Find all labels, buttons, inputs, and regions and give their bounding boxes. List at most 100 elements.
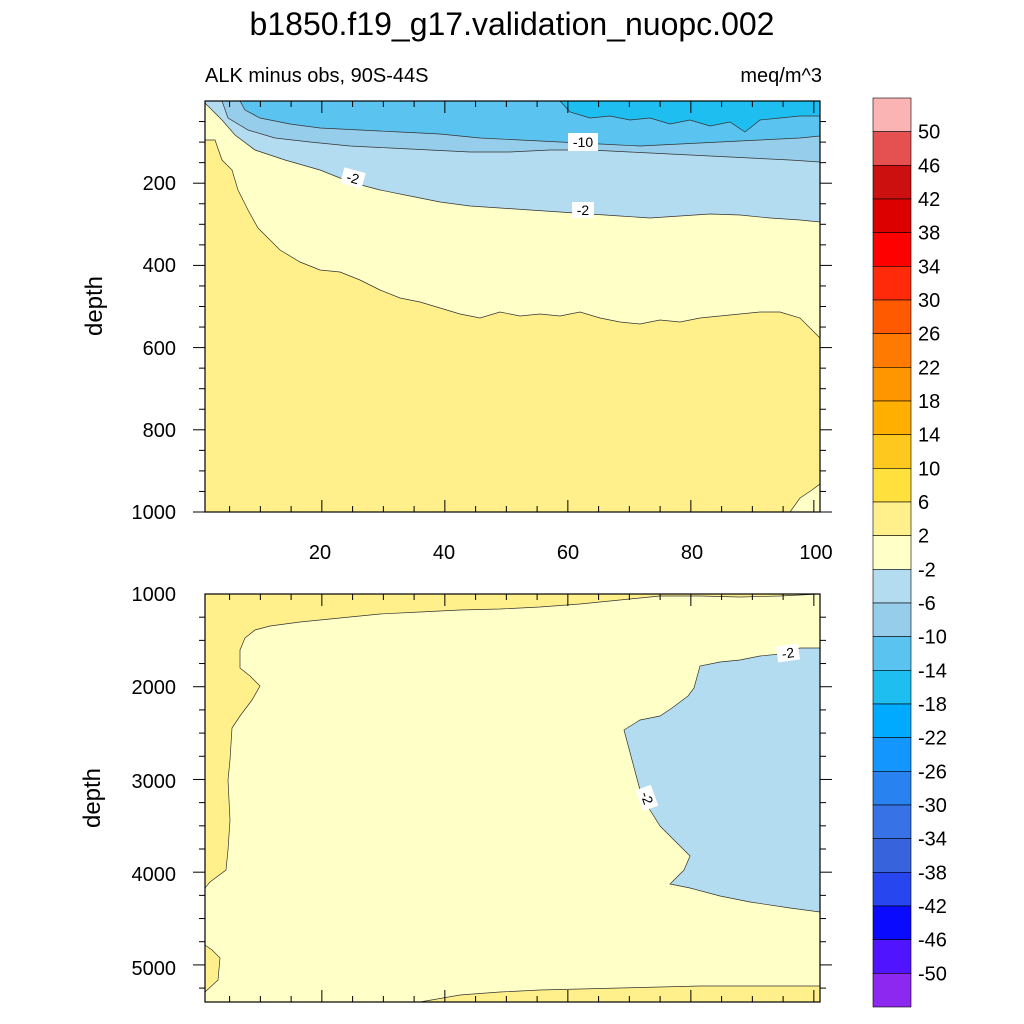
colorbar-label: -10: [918, 627, 947, 649]
colorbar-label: -6: [918, 593, 936, 615]
colorbar-label: -2: [918, 559, 936, 581]
colorbar-label: 46: [918, 155, 940, 177]
colorbar-swatch: [872, 737, 912, 772]
colorbar-swatch: [872, 400, 912, 435]
colorbar-label: -14: [918, 660, 947, 682]
colorbar-label: 10: [918, 458, 940, 480]
colorbar-swatch: [872, 299, 912, 334]
colorbar-swatch: [872, 165, 912, 200]
lower-contour-label-1: -2: [781, 644, 796, 662]
upper-ytick-label: 200: [143, 173, 176, 195]
colorbar-label: 38: [918, 223, 940, 245]
colorbar-label: 18: [918, 391, 940, 413]
lower-yticks: 1000 2000 3000 4000 5000: [132, 584, 177, 980]
upper-ytick-label: 600: [143, 338, 176, 360]
upper-xtick-label: 60: [557, 542, 579, 564]
colorbar-label: 34: [918, 256, 940, 278]
colorbar-swatch: [872, 535, 912, 570]
upper-xtick-label: 80: [681, 542, 703, 564]
upper-label-box-3: [572, 202, 594, 218]
upper-ytick-label: 1000: [132, 502, 177, 524]
colorbar-label: 30: [918, 290, 940, 312]
colorbar-label: 26: [918, 324, 940, 346]
upper-panel: ALK minus obs, 90S-44S meq/m^3 -1: [81, 65, 833, 564]
colorbar-swatch: [872, 973, 912, 1008]
upper-contour-label-2: -2: [345, 169, 361, 188]
colorbar-swatch: [872, 266, 912, 301]
colorbar-swatch: [872, 905, 912, 940]
colorbar-label: 22: [918, 357, 940, 379]
upper-fill-corner: [789, 483, 820, 512]
colorbar-label: -46: [918, 930, 947, 952]
upper-ytick-label: 800: [143, 420, 176, 442]
colorbar-swatch: [872, 804, 912, 839]
lower-fill-yellow-bottom: [419, 985, 820, 1002]
colorbar-label: 14: [918, 425, 940, 447]
upper-fill-cyan: [559, 101, 820, 133]
colorbar-swatch: [872, 569, 912, 604]
lower-ylabel: depth: [79, 768, 106, 828]
lower-ytick-label: 4000: [132, 864, 177, 886]
colorbar-swatch: [872, 434, 912, 469]
colorbar-swatch: [872, 131, 912, 166]
colorbar-swatch: [872, 771, 912, 806]
colorbar: 50 46 42 38 34 30 26 22 18 14 10 6 2 -2 -6 -10 -14 -18 -22…: [872, 97, 947, 1008]
lower-ytick-label: 1000: [132, 584, 177, 606]
lower-contour-label-2: -2: [637, 789, 656, 806]
upper-xtick-label: 20: [309, 542, 331, 564]
upper-right-string: meq/m^3: [740, 65, 822, 87]
colorbar-label: 2: [918, 526, 929, 548]
lower-ytick-label: 3000: [132, 771, 177, 793]
upper-contour-label-1: -10: [573, 134, 593, 150]
colorbar-swatch: [872, 670, 912, 705]
lower-tick-marks: [193, 594, 832, 1002]
colorbar-swatch: [872, 198, 912, 233]
upper-label-box-1: [568, 133, 598, 151]
lower-ytick-label: 5000: [132, 958, 177, 980]
colorbar-swatch: [872, 468, 912, 503]
colorbar-swatch: [872, 602, 912, 637]
lower-label-box-2: [635, 784, 659, 812]
colorbar-swatch: [872, 232, 912, 267]
colorbar-label: -30: [918, 795, 947, 817]
lower-fill-light-blue: [623, 647, 820, 913]
colorbar-label: -50: [918, 963, 947, 985]
colorbar-swatch: [872, 703, 912, 738]
colorbar-label: -38: [918, 862, 947, 884]
upper-label-box-2: [340, 167, 366, 189]
colorbar-label: -18: [918, 694, 947, 716]
upper-xtick-label: 100: [799, 542, 832, 564]
upper-contour-labels: -10 -2 -2: [340, 133, 598, 218]
lower-contour-fill: [205, 594, 820, 1002]
lower-fill-yellow-left: [205, 944, 221, 993]
colorbar-swatch: [872, 872, 912, 907]
colorbar-label: -34: [918, 829, 947, 851]
colorbar-label: 50: [918, 122, 940, 144]
colorbar-label: 42: [918, 189, 940, 211]
upper-contour-fill: [205, 101, 820, 512]
lower-fill-yellow-top: [205, 594, 820, 889]
colorbar-swatch: [872, 367, 912, 402]
upper-xtick-label: 40: [433, 542, 455, 564]
lower-contour-labels: -2 -2: [635, 643, 801, 812]
upper-contour-label-3: -2: [577, 202, 590, 218]
colorbar-label: -22: [918, 728, 947, 750]
colorbar-swatch: [872, 501, 912, 536]
colorbar-swatch: [872, 838, 912, 873]
colorbar-label: -42: [918, 896, 947, 918]
figure-title: b1850.f19_g17.validation_nuopc.002: [250, 6, 775, 42]
lower-ytick-label: 2000: [132, 677, 177, 699]
lower-panel: -2 -2 1000 2000 3000 4000 5000 depth: [79, 584, 832, 1003]
upper-ylabel: depth: [81, 276, 108, 336]
upper-left-string: ALK minus obs, 90S-44S: [205, 65, 428, 87]
colorbar-swatch: [872, 97, 912, 132]
upper-tick-marks: [193, 101, 832, 513]
upper-xticks: 20 40 60 80 100: [309, 542, 833, 564]
lower-plot-frame: [204, 593, 821, 1003]
upper-ytick-label: 400: [143, 255, 176, 277]
colorbar-label: 6: [918, 492, 929, 514]
colorbar-swatch: [872, 333, 912, 368]
colorbar-swatch: [872, 636, 912, 671]
colorbar-swatch: [872, 939, 912, 974]
